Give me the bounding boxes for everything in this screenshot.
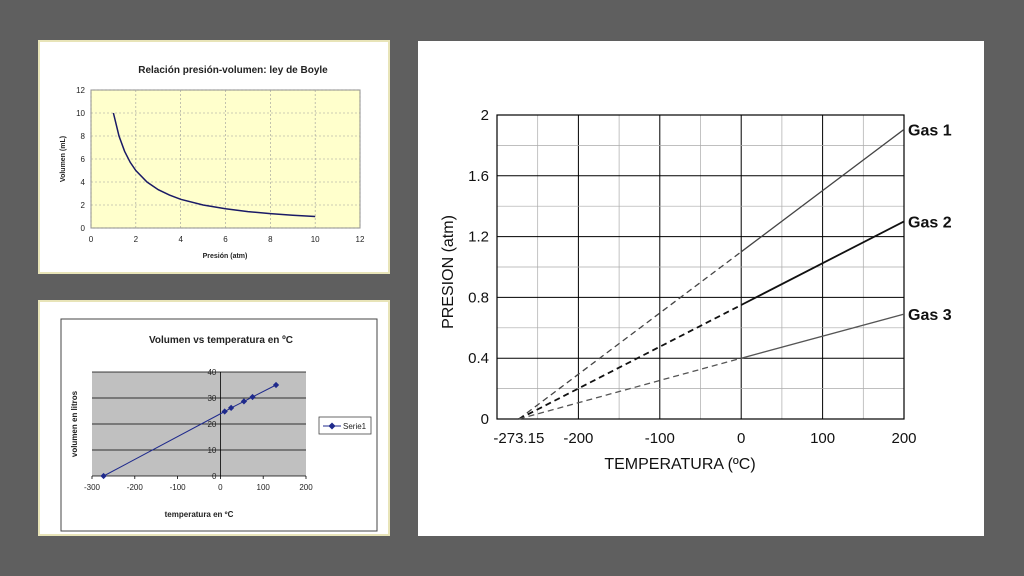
- gas-series-extrapolation: [518, 357, 742, 420]
- charles-legend-box: [318, 416, 372, 435]
- gas-series-line: [741, 313, 905, 359]
- boyle-y-tick-label: 12: [76, 86, 85, 95]
- boyle-x-axis-label: Presión (atm): [203, 253, 248, 260]
- charles-data-point: [240, 398, 248, 405]
- charles-x-tick-label: 100: [257, 483, 271, 492]
- boyle-series-line: [112, 112, 316, 218]
- gas-x-tick-label: -100: [645, 430, 675, 447]
- boyle-y-tick-label: 2: [81, 201, 86, 210]
- charles-x-tick-label: 0: [218, 483, 223, 492]
- gas-y-tick-label: 2: [481, 107, 489, 124]
- gas-series-extrapolation: [518, 251, 742, 420]
- gas-y-axis-label: PRESION (atm): [440, 215, 457, 329]
- gas-series-extrapolation: [518, 304, 742, 420]
- boyle-y-tick-label: 4: [81, 178, 86, 187]
- gas-pressure-chart: -273.15 -200 -100 0 100 200 0 0.4 0.8 1.2 1.6 2 Gas…: [440, 107, 952, 473]
- boyle-y-tick-label: 10: [76, 109, 85, 118]
- charles-x-axis-label: temperatura en ºC: [165, 510, 234, 519]
- gas-x-axis-label: TEMPERATURA (ºC): [604, 456, 755, 473]
- gas-x-tick-label: 100: [810, 430, 835, 447]
- boyle-x-tick-label: 8: [268, 235, 273, 244]
- boyle-x-tick-label: 4: [178, 235, 183, 244]
- boyle-y-tick-label: 8: [81, 132, 86, 141]
- gas-x-tick-label: -273.15: [493, 430, 544, 447]
- boyle-chart-title: Relación presión-volumen: ley de Boyle: [138, 65, 328, 76]
- gas-pressure-chart-panel: -273.15 -200 -100 0 100 200 0 0.4 0.8 1.2 1.6 2 Gas…: [418, 41, 984, 536]
- charles-y-tick-label: 20: [207, 420, 216, 429]
- gas-series-label: Gas 1: [908, 122, 952, 139]
- charles-y-tick-label: 40: [207, 368, 216, 377]
- charles-legend: Serie1: [318, 416, 372, 435]
- boyle-y-tick-label: 0: [81, 224, 86, 233]
- charles-series-line: [103, 384, 277, 477]
- boyle-x-tick-label: 2: [134, 235, 139, 244]
- gas-plot-frame: [496, 114, 905, 420]
- charles-y-axis-label: volumen en litros: [70, 390, 79, 457]
- gas-y-tick-label: 0: [481, 411, 489, 428]
- gas-y-tick-label: 0.4: [468, 350, 489, 367]
- gas-series-line: [740, 220, 905, 306]
- gas-series-label: Gas 2: [908, 214, 952, 231]
- gas-x-tick-label: -200: [563, 430, 593, 447]
- charles-data-point: [221, 408, 228, 415]
- boyle-x-tick-label: 0: [89, 235, 94, 244]
- gas-series-line: [740, 128, 905, 253]
- charles-chart-panel: 0 10 20 30 40 -300 -200 -100 0 100 200 Volumen vs …: [38, 300, 390, 536]
- boyle-chart: 0 2 4 6 8 10 12 0 2 4 6 8 10 12 Relación presión-volu…: [60, 65, 365, 260]
- charles-legend-label: Serie1: [343, 422, 367, 431]
- charles-y-tick-label: 30: [207, 394, 216, 403]
- gas-y-tick-label: 1.6: [468, 168, 489, 185]
- charles-y-tick-label: 10: [207, 446, 216, 455]
- gas-x-tick-label: 200: [891, 430, 916, 447]
- charles-x-tick-label: -300: [84, 483, 101, 492]
- gas-y-tick-label: 1.2: [468, 229, 489, 246]
- boyle-chart-panel: 0 2 4 6 8 10 12 0 2 4 6 8 10 12 Relación presión-volu…: [38, 40, 390, 274]
- boyle-y-tick-label: 6: [81, 155, 86, 164]
- charles-legend-marker: [328, 422, 336, 430]
- charles-chart: 0 10 20 30 40 -300 -200 -100 0 100 200 Volumen vs …: [60, 318, 378, 532]
- charles-x-tick-label: 200: [299, 483, 313, 492]
- gas-x-tick-label: 0: [737, 430, 745, 447]
- charles-y-tick-label: 0: [212, 472, 217, 481]
- boyle-x-tick-label: 6: [223, 235, 228, 244]
- charles-x-tick-label: -100: [170, 483, 187, 492]
- boyle-x-tick-label: 10: [311, 235, 320, 244]
- charles-chart-title: Volumen vs temperatura en ºC: [149, 335, 293, 346]
- gas-series-label: Gas 3: [908, 307, 952, 324]
- boyle-x-tick-label: 12: [356, 235, 365, 244]
- boyle-y-axis-label: Volumen (mL): [60, 136, 67, 182]
- charles-x-tick-label: -200: [127, 483, 144, 492]
- gas-y-tick-label: 0.8: [468, 289, 489, 306]
